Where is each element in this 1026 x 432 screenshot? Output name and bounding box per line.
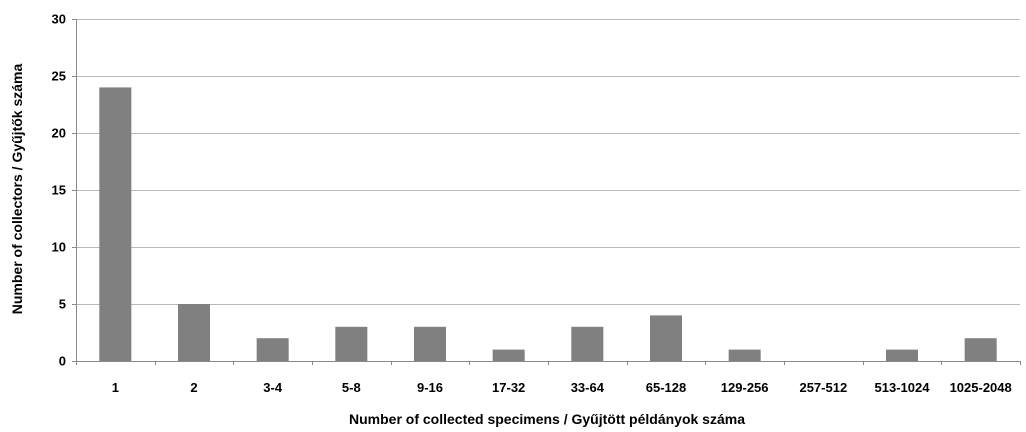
bar-3-4 [256,338,289,361]
bar-17-32 [492,349,525,361]
x-tick-label: 257-512 [799,380,847,395]
bar-1 [99,87,132,362]
x-tick-label: 5-8 [342,380,361,395]
x-tick-label: 33-64 [571,380,605,395]
y-tick-label: 25 [52,69,66,84]
x-tick-label: 9-16 [417,380,443,395]
y-tick-label: 20 [52,126,66,141]
x-tick-label: 513-1024 [875,380,931,395]
bar-33-64 [571,326,604,361]
y-axis-title: Number of collectors / Gyűjtők száma [9,64,25,315]
y-tick-label: 0 [59,354,66,369]
bar-5-8 [335,326,368,361]
x-tick-label: 2 [190,380,197,395]
y-tick-label: 10 [52,240,66,255]
x-tick-label: 3-4 [263,380,283,395]
gridlines [76,19,1020,305]
bar-129-256 [728,349,761,361]
x-tick-label: 1025-2048 [950,380,1012,395]
x-axis-title: Number of collected specimens / Gyűjtött… [349,411,745,427]
axes [72,19,1021,365]
y-tick-label: 15 [52,183,66,198]
y-tick-labels: 0 5 10 15 20 25 30 [52,12,66,369]
x-tick-label: 1 [112,380,119,395]
x-tick-labels: 1 2 3-4 5-8 9-16 17-32 33-64 65-128 129-256 257-5… [112,380,1012,395]
x-tick-label: 65-128 [646,380,686,395]
y-tick-label: 30 [52,12,66,27]
x-tick-label: 17-32 [492,380,525,395]
y-tick-label: 5 [59,297,66,312]
bar-65-128 [650,315,682,361]
bar-1025-2048 [964,338,997,361]
bar-513-1024 [886,349,918,361]
bar-2 [178,304,210,361]
bar-9-16 [414,326,446,361]
bars [99,87,997,362]
x-tick-label: 129-256 [721,380,769,395]
